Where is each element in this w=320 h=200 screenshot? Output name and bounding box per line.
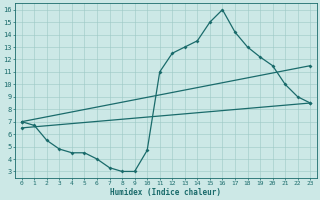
X-axis label: Humidex (Indice chaleur): Humidex (Indice chaleur) — [110, 188, 221, 197]
